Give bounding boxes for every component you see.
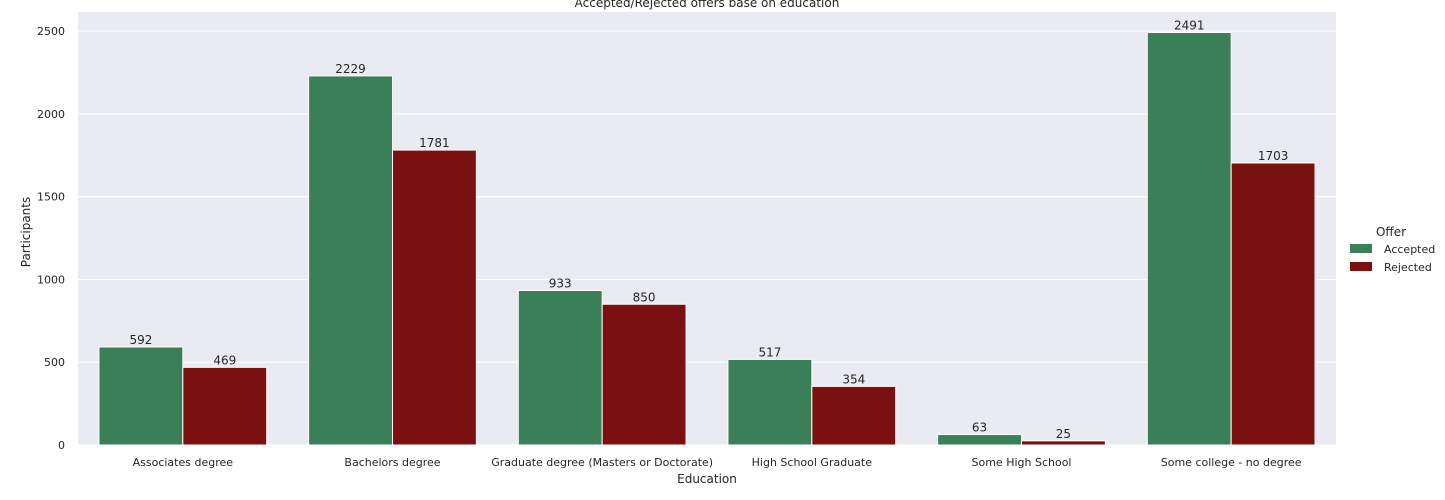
data-label-accepted-some-college-no-degree: 2491 [1174, 19, 1205, 33]
bars [98, 32, 1316, 446]
data-label-rejected-associates-degree: 469 [213, 353, 236, 367]
legend: Offer Accepted Rejected [1350, 225, 1435, 274]
data-label-accepted-some-high-school: 63 [972, 421, 987, 435]
data-label-accepted-associates-degree: 592 [129, 333, 152, 347]
data-label-rejected-some-college-no-degree: 1703 [1258, 149, 1289, 163]
bar-accepted-some-high-school [937, 434, 1023, 446]
bar-rejected-graduate-degree-masters-or-doctorate [601, 303, 687, 446]
bar-rejected-high-school-graduate [811, 385, 897, 446]
y-tick-label-0: 0 [58, 439, 65, 452]
x-tick-label-some-high-school: Some High School [972, 456, 1072, 469]
bar-accepted-some-college-no-degree [1146, 32, 1232, 446]
bar-accepted-bachelors-degree [308, 75, 393, 446]
legend-label-rejected: Rejected [1384, 261, 1432, 274]
bar-accepted-high-school-graduate [727, 358, 813, 446]
data-label-accepted-graduate-degree-masters-or-doctorate: 933 [549, 277, 572, 291]
bar-accepted-associates-degree [98, 346, 184, 446]
x-tick-label-associates-degree: Associates degree [133, 456, 234, 469]
y-tick-label-500: 500 [44, 356, 65, 369]
y-axis-ticks: 0 500 1000 1500 2000 2500 [37, 25, 65, 452]
y-tick-label-1000: 1000 [37, 273, 65, 286]
grid-lines [78, 30, 1336, 446]
data-labels: 592 469 2229 1781 933 850 517 354 63 25 2491 1703 [129, 19, 1288, 441]
y-tick-label-2500: 2500 [37, 25, 65, 38]
bar-rejected-some-high-school [1021, 440, 1106, 446]
data-label-accepted-high-school-graduate: 517 [758, 345, 781, 359]
y-tick-label-1500: 1500 [37, 191, 65, 204]
x-tick-label-bachelors-degree: Bachelors degree [344, 456, 440, 469]
data-label-rejected-bachelors-degree: 1781 [419, 136, 450, 150]
data-label-rejected-high-school-graduate: 354 [842, 372, 865, 386]
x-axis-ticks: Associates degree Bachelors degree Graduat… [133, 456, 1302, 469]
legend-label-accepted: Accepted [1384, 243, 1435, 256]
data-label-rejected-some-high-school: 25 [1056, 427, 1071, 441]
data-label-rejected-graduate-degree-masters-or-doctorate: 850 [633, 290, 656, 304]
y-axis-title: Participants [19, 197, 33, 268]
y-tick-label-2000: 2000 [37, 108, 65, 121]
chart-title: Accepted/Rejected offers base on educati… [575, 0, 840, 10]
x-tick-label-graduate-degree-masters-or-doctorate: Graduate degree (Masters or Doctorate) [491, 456, 713, 469]
bar-rejected-some-college-no-degree [1230, 162, 1316, 446]
legend-swatch-rejected [1350, 262, 1372, 271]
bar-rejected-associates-degree [182, 366, 268, 446]
data-label-accepted-bachelors-degree: 2229 [335, 62, 366, 76]
bar-accepted-graduate-degree-masters-or-doctorate [517, 290, 603, 446]
x-axis-title: Education [677, 472, 737, 486]
bar-rejected-bachelors-degree [392, 149, 477, 446]
x-tick-label-high-school-graduate: High School Graduate [752, 456, 873, 469]
x-tick-label-some-college-no-degree: Some college - no degree [1161, 456, 1302, 469]
legend-swatch-accepted [1350, 244, 1372, 253]
legend-title: Offer [1376, 225, 1406, 239]
plot-background [78, 12, 1336, 445]
